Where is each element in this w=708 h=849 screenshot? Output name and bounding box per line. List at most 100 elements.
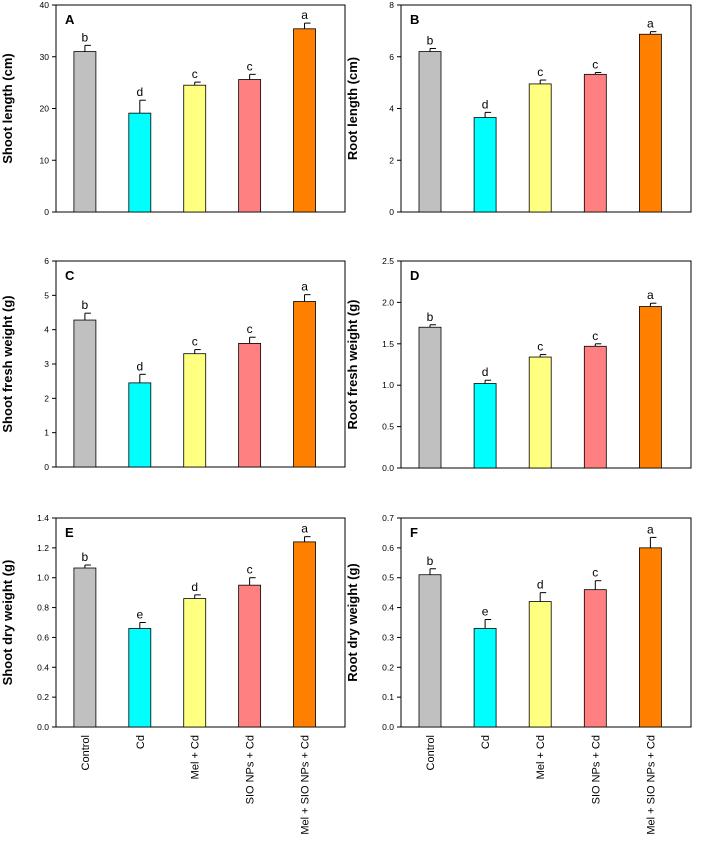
category-label: Mel + SIO NPs + Cd	[300, 735, 312, 835]
y-tick-label: 0.0	[37, 722, 49, 732]
y-tick-label: 0	[44, 207, 49, 217]
y-axis-label: Root fresh weight (g)	[345, 300, 360, 430]
bar	[583, 73, 607, 213]
bar	[293, 301, 316, 468]
significance-letter: b	[427, 33, 434, 47]
y-tick-label: 0.5	[382, 573, 394, 583]
y-axis-label: Root dry weight (g)	[345, 563, 360, 681]
category-label: Cd	[135, 735, 147, 749]
significance-letter: d	[136, 85, 143, 99]
significance-letter: c	[592, 566, 598, 580]
significance-letter: c	[247, 563, 253, 577]
category-label: Control	[80, 735, 92, 770]
bar	[293, 28, 316, 213]
panel-e: 0.0 0.2 0.4 0.6 0.8 1.0 1.2 1.4 Shoot dry weight…	[0, 513, 346, 835]
significance-letter: b	[82, 550, 89, 564]
panel-d: 0.0 0.5 1.0 1.5 2.0 2.5 Root fresh weight (g) D…	[345, 256, 692, 473]
significance-letter: b	[427, 310, 434, 324]
category-label: Mel + SIO NPs + Cd	[645, 735, 657, 835]
bar	[639, 306, 662, 469]
significance-letter: c	[247, 59, 253, 73]
y-tick-label: 2.5	[382, 256, 394, 266]
bar	[73, 319, 97, 468]
y-tick-label: 0.6	[382, 543, 394, 553]
bar	[528, 356, 552, 469]
y-tick-label: 4	[389, 104, 394, 114]
category-label: SIO NPs + Cd	[245, 735, 257, 804]
panel-f: 0.0 0.1 0.2 0.3 0.4 0.5 0.6 0.7 Root dry weight …	[345, 513, 692, 835]
panel-label: F	[410, 525, 418, 540]
significance-letter: c	[592, 58, 598, 72]
panel-label: E	[65, 525, 74, 540]
panel-a: 0 10 20 30 40 Shoot length (cm) Ab d c c a	[0, 0, 346, 217]
significance-letter: b	[427, 554, 434, 568]
y-tick-label: 0.4	[37, 662, 49, 672]
y-tick-label: 10	[40, 155, 50, 165]
significance-letter: d	[136, 359, 143, 373]
panel-label: A	[65, 12, 75, 27]
bar	[238, 342, 262, 468]
significance-letter: c	[247, 322, 253, 336]
bar	[293, 541, 316, 728]
y-tick-label: 1	[44, 428, 49, 438]
bar	[73, 51, 97, 213]
significance-letter: e	[482, 605, 489, 619]
y-axis-label: Shoot fresh weight (g)	[0, 295, 15, 432]
bar	[238, 79, 262, 213]
bar	[639, 33, 662, 213]
y-tick-label: 0.7	[382, 513, 394, 523]
significance-letter: a	[301, 522, 308, 536]
y-tick-label: 6	[44, 256, 49, 266]
significance-letter: c	[192, 67, 198, 81]
y-tick-label: 1.4	[37, 513, 49, 523]
category-label: Mel + Cd	[535, 735, 547, 779]
y-tick-label: 2.0	[382, 297, 394, 307]
y-tick-label: 4	[44, 325, 49, 335]
bar	[473, 628, 497, 728]
bar	[583, 345, 607, 469]
panel-b: 0 2 4 6 8 Root length (cm) Bb d c c a	[345, 0, 692, 217]
category-label: SIO NPs + Cd	[590, 735, 602, 804]
y-tick-label: 2	[389, 155, 394, 165]
y-tick-label: 40	[40, 0, 50, 10]
significance-letter: a	[647, 522, 654, 536]
y-axis-label: Shoot length (cm)	[0, 53, 15, 164]
significance-letter: a	[301, 280, 308, 294]
y-tick-label: 0.3	[382, 632, 394, 642]
significance-letter: c	[537, 65, 543, 79]
significance-letter: b	[82, 298, 89, 312]
y-tick-label: 20	[40, 104, 50, 114]
bar	[528, 601, 552, 728]
y-tick-label: 30	[40, 52, 50, 62]
y-tick-label: 0.0	[382, 463, 394, 473]
category-label: Control	[425, 735, 437, 770]
bar	[528, 83, 552, 213]
bar	[583, 589, 607, 728]
category-label: Mel + Cd	[190, 735, 202, 779]
y-tick-label: 1.0	[37, 573, 49, 583]
significance-letter: a	[301, 8, 308, 22]
y-tick-label: 1.0	[382, 380, 394, 390]
y-tick-label: 3	[44, 359, 49, 369]
bar	[473, 383, 497, 469]
y-tick-label: 0.2	[37, 692, 49, 702]
bar	[183, 353, 207, 468]
y-tick-label: 5	[44, 290, 49, 300]
bar	[128, 382, 152, 468]
significance-letter: a	[647, 17, 654, 31]
bar	[183, 598, 207, 728]
y-axis-label: Root length (cm)	[345, 57, 360, 160]
bar	[128, 628, 152, 728]
bar	[473, 117, 497, 213]
significance-letter: a	[647, 288, 654, 302]
significance-letter: c	[192, 335, 198, 349]
y-tick-label: 1.2	[37, 543, 49, 553]
bar	[639, 547, 662, 728]
y-tick-label: 0.4	[382, 603, 394, 613]
significance-letter: d	[482, 97, 489, 111]
y-tick-label: 0.1	[382, 692, 394, 702]
y-tick-label: 0.8	[37, 603, 49, 613]
bar	[418, 574, 442, 728]
bar	[183, 84, 207, 213]
